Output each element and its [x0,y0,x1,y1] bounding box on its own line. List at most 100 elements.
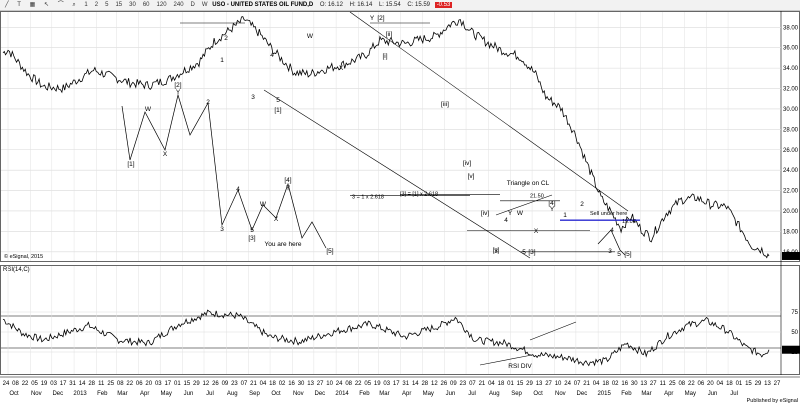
search-icon[interactable]: ⌕ [72,2,76,8]
interval-button-60[interactable]: 60 [142,2,150,8]
x-day-tick: 22 [688,381,695,387]
x-day-tick: 08 [12,381,19,387]
interval-button-d[interactable]: D [190,2,195,8]
x-day-tick: 09 [450,381,457,387]
x-day-tick: 22 [355,381,362,387]
x-month-label: Apr [402,391,411,397]
interval-button-2[interactable]: 2 [94,2,99,8]
x-month-label: Mar [641,391,651,397]
x-day-tick: 14 [79,381,86,387]
x-day-tick: 08 [345,381,352,387]
x-day-tick: 13 [764,381,771,387]
x-month-label: 2015 [597,391,611,397]
x-day-tick: 11 [660,381,667,387]
chart-toolbar: ╱ T ▦ ↖ ⌒ ⌕ 1 2 5 15 30 60 120 240 D W USO - UNIT… [0,0,800,11]
x-day-tick: 31 [69,381,76,387]
x-day-tick: 29 [526,381,533,387]
wave-label: 3 [220,226,224,233]
wave-label: 3 [494,248,498,255]
x-month-label: Apr [664,391,673,397]
wave-label: 5 [276,97,280,104]
wave-label: [2] [174,82,181,89]
x-day-tick: 01 [736,381,743,387]
magnet-icon[interactable]: ⌒ [57,2,64,8]
grid-icon[interactable]: ▦ [29,2,36,8]
interval-button-120[interactable]: 120 [156,2,167,8]
x-day-tick: 21 [583,381,590,387]
interval-button-1[interactable]: 1 [84,2,88,8]
wave-label: 1 [563,212,567,219]
text-tool-icon[interactable]: T [17,2,21,8]
price-y-tick: 26.00 [783,148,799,154]
last-rsi-label: 27.85 [783,348,799,354]
x-day-tick: 06 [698,381,705,387]
price-y-tick: 28.00 [783,127,799,133]
wave-label: 4 [236,186,240,193]
cursor-icon[interactable]: ↖ [43,2,50,8]
x-day-tick: 15 [184,381,191,387]
wave-label: 2 [206,99,210,106]
high-value: H: 16.14 [349,2,373,8]
wave-label: [ii] [386,31,393,38]
last-price-label: 15.59 [783,254,799,260]
rsi-grid [1,311,781,353]
price-grid [1,27,781,253]
channel-lower-line [263,89,531,259]
x-day-tick: 06 [136,381,143,387]
x-day-tick: 20 [707,381,714,387]
x-day-tick: 27 [317,381,324,387]
rsi-title: RSI(14,C) [3,267,30,273]
line-tool-icon[interactable]: ╱ [5,2,9,8]
interval-button-30[interactable]: 30 [129,2,136,8]
triangle-line [495,194,553,216]
interval-button-240[interactable]: 240 [173,2,184,8]
x-day-tick: 19 [374,381,381,387]
x-day-tick: 02 [279,381,286,387]
x-month-label: Oct [9,391,19,397]
x-month-label: Jun [184,391,194,397]
wave-label: Y [176,89,181,96]
x-day-tick: 13 [640,381,647,387]
close-value: C: 15.59 [407,2,431,8]
wave-label: [4] [548,200,555,207]
wave-label: 3 [608,248,612,255]
x-day-tick: 31 [402,381,409,387]
interval-button-5[interactable]: 5 [105,2,109,8]
wave-label: 4 [504,217,508,224]
interval-button-15[interactable]: 15 [115,2,123,8]
x-day-tick: 13 [536,381,543,387]
price-y-tick: 22.00 [783,189,799,195]
x-day-tick: 17 [164,381,171,387]
x-day-tick: 09 [222,381,229,387]
footer-credit: Published by eSignal [747,398,798,404]
wave-label: 5 [250,227,254,234]
x-month-label: Dec [315,391,326,397]
x-day-tick: 27 [545,381,552,387]
x-day-tick: 12 [431,381,438,387]
x-day-tick: 07 [241,381,248,387]
price-series-line [2,16,770,259]
x-day-tick: 02 [612,381,619,387]
price-y-tick: 36.00 [783,46,799,52]
x-month-label: Aug [489,391,500,397]
x-day-tick: 30 [298,381,305,387]
interval-buttons: 1 2 5 15 30 60 120 240 D W [79,2,209,8]
triangle-on-cl-label: Triangle on CL [507,180,550,187]
price-y-tick: 34.00 [783,66,799,72]
x-day-tick: 21 [479,381,486,387]
x-day-tick: 21 [250,381,257,387]
x-day-tick: 25 [107,381,114,387]
x-day-tick: 22 [22,381,29,387]
x-day-tick: 26 [212,381,219,387]
x-day-tick: 12 [203,381,210,387]
x-day-tick: 24 [3,381,10,387]
x-month-label: Dec [577,391,588,397]
x-day-tick: 24 [336,381,343,387]
change-badge: -0.53 [434,2,453,8]
x-month-label: Oct [533,391,543,397]
x-month-label: Feb [621,391,632,397]
wave-label: 5 [617,251,621,258]
wave-label: [3] [528,249,535,256]
interval-button-w[interactable]: W [201,2,208,8]
